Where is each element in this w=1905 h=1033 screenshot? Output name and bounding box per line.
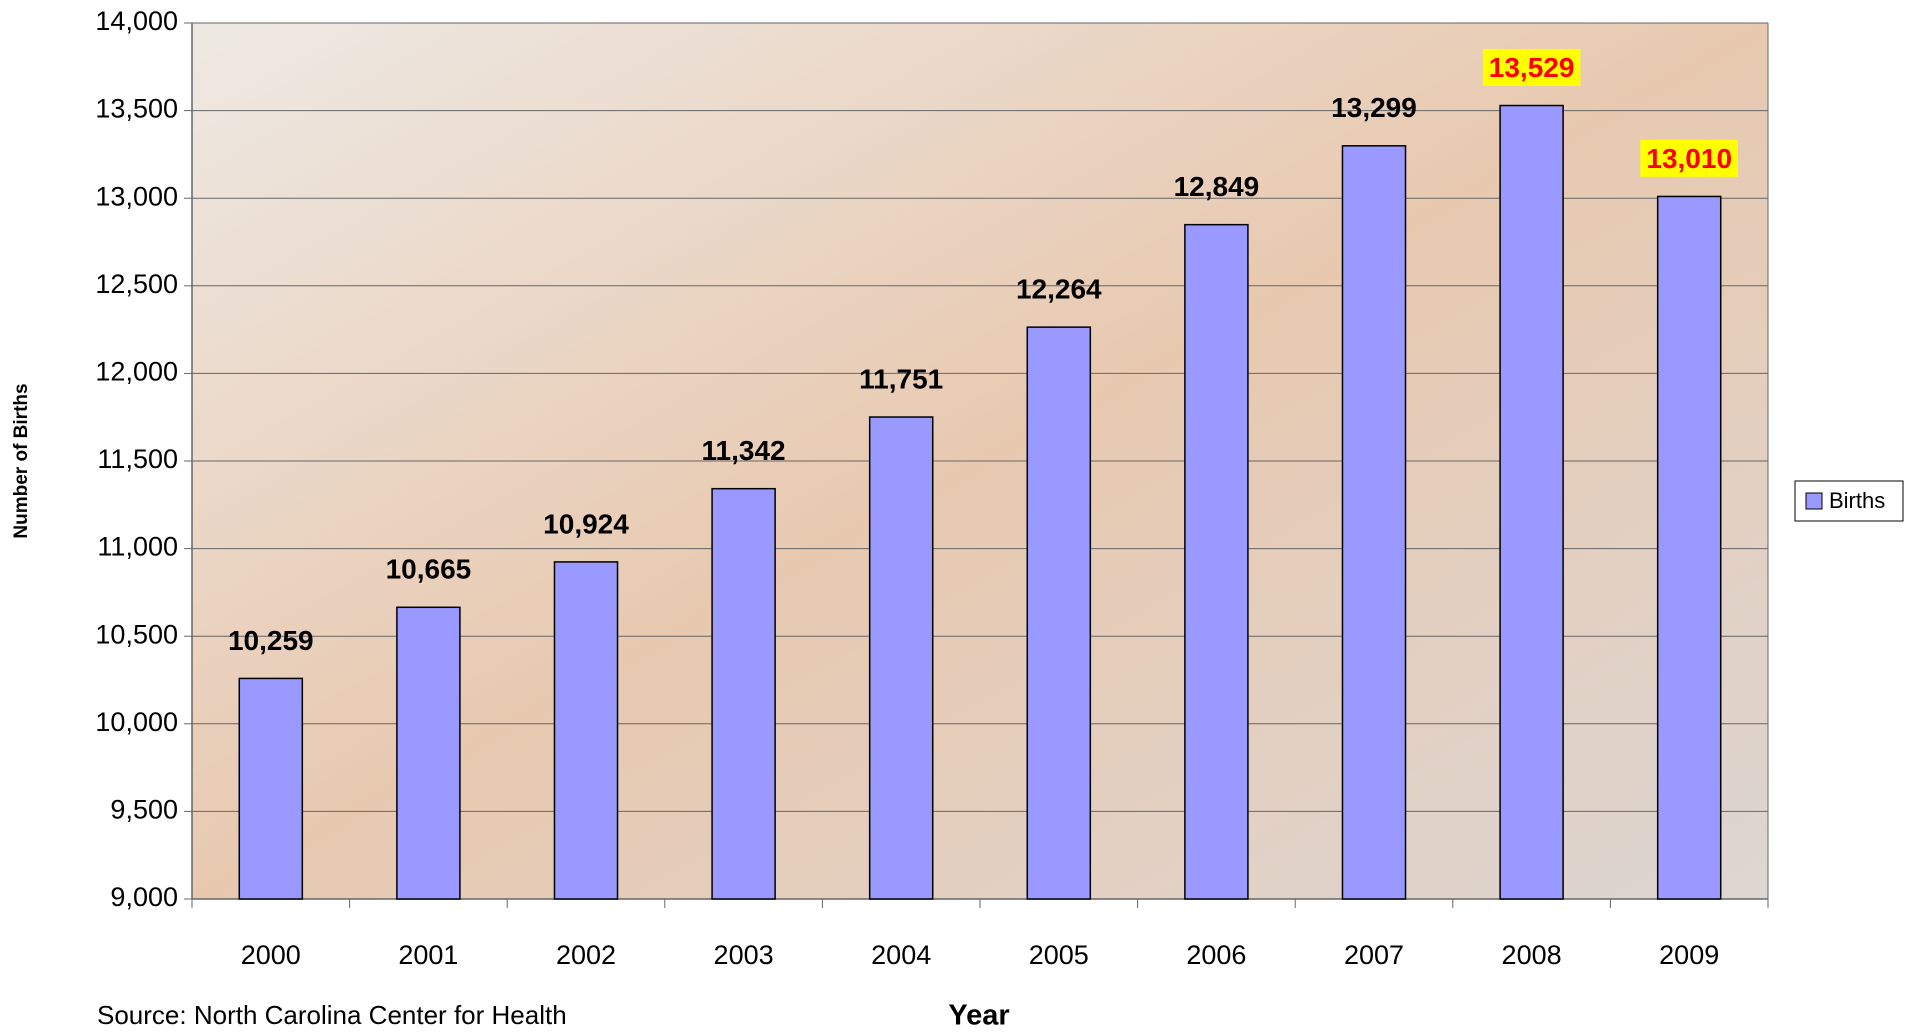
bar — [1341, 145, 1407, 900]
bar — [1499, 104, 1564, 900]
data-label: 12,264 — [1016, 274, 1102, 305]
x-tick-label: 2002 — [556, 940, 616, 970]
y-tick-label: 13,000 — [95, 181, 178, 211]
bar — [553, 561, 619, 900]
data-label: 13,529 — [1489, 52, 1575, 83]
y-tick-label: 11,000 — [97, 532, 178, 562]
x-tick-label: 2003 — [714, 940, 774, 970]
x-tick-label: 2007 — [1344, 940, 1404, 970]
data-label: 13,299 — [1331, 92, 1417, 123]
y-tick-label: 10,500 — [95, 619, 178, 649]
legend-swatch — [1805, 492, 1823, 510]
y-tick-label: 9,500 — [110, 795, 178, 825]
data-label: 10,924 — [543, 508, 629, 539]
bar — [868, 416, 934, 900]
data-label: 11,751 — [859, 363, 943, 394]
data-label: 12,849 — [1174, 171, 1260, 202]
legend-label: Births — [1829, 488, 1885, 513]
data-label: 13,010 — [1646, 143, 1732, 174]
y-tick-label: 12,000 — [95, 357, 178, 387]
x-axis-label: Year — [948, 1000, 1009, 1032]
x-tick-label: 2005 — [1029, 940, 1089, 970]
data-label: 10,259 — [228, 625, 314, 656]
x-tick-label: 2004 — [871, 940, 931, 970]
y-axis-label: Number of Births — [11, 383, 32, 538]
data-label-highlight — [1482, 48, 1581, 86]
x-tick-label: 2001 — [398, 940, 458, 970]
x-tick-label: 2006 — [1186, 940, 1246, 970]
y-tick-label: 10,000 — [95, 707, 178, 737]
bar — [1656, 195, 1722, 900]
bar — [711, 487, 776, 900]
source-note: Source: North Carolina Center for Health — [97, 1000, 567, 1030]
x-tick-label: 2000 — [241, 940, 301, 970]
y-tick-label: 14,000 — [95, 6, 178, 36]
x-tick-label: 2009 — [1659, 940, 1719, 970]
x-tick-label: 2008 — [1502, 940, 1562, 970]
data-label-highlight — [1640, 139, 1739, 177]
bar — [1184, 223, 1249, 900]
y-tick-label: 12,500 — [95, 269, 178, 299]
data-label: 10,665 — [386, 554, 472, 585]
y-tick-label: 13,500 — [95, 94, 178, 124]
bar — [1026, 326, 1092, 900]
data-label: 11,342 — [702, 435, 786, 466]
y-tick-label: 11,500 — [97, 444, 178, 474]
y-tick-label: 9,000 — [110, 882, 178, 912]
bar — [396, 606, 461, 900]
bar — [238, 677, 304, 900]
